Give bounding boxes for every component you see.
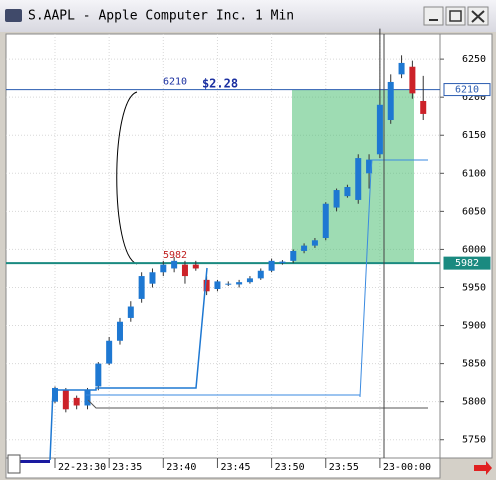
- indicator-line: [86, 159, 428, 398]
- candle-body: [181, 264, 188, 277]
- y-tick-label: 6050: [462, 206, 486, 217]
- y-tick-label: 6200: [462, 92, 486, 103]
- candle-body: [52, 387, 58, 402]
- candle-body: [257, 270, 264, 279]
- x-tick-label: 23:35: [112, 462, 142, 473]
- candle-body: [420, 100, 427, 114]
- price-box: [443, 256, 491, 270]
- y-tick-label: 6250: [462, 54, 486, 65]
- candle-body: [366, 159, 373, 174]
- price-line-label: 5982: [163, 250, 187, 261]
- candle-body: [106, 340, 113, 364]
- candle-body: [301, 245, 308, 251]
- annotation: $2.28: [202, 77, 238, 91]
- price-line-label: 6210: [163, 77, 187, 88]
- x-tick-label: 23:40: [166, 462, 196, 473]
- time-axis: [5, 457, 441, 479]
- candle-body: [127, 306, 134, 318]
- candle-body: [290, 250, 297, 261]
- y-tick-label: 6000: [462, 244, 486, 255]
- candle-body: [387, 81, 394, 121]
- x-tick-label: 23-00:00: [383, 462, 431, 473]
- scroll-box[interactable]: [7, 454, 21, 474]
- price-box: [443, 83, 491, 97]
- app-icon: [5, 9, 22, 22]
- candle-body: [138, 276, 145, 299]
- window-buttons[interactable]: [423, 6, 489, 26]
- highlight-zone: [292, 89, 414, 264]
- maximize-button[interactable]: [445, 6, 466, 26]
- x-tick-label: 23:50: [275, 462, 305, 473]
- title-bar: [0, 0, 496, 32]
- candle-body: [62, 390, 69, 410]
- x-tick-label: 23:45: [220, 462, 250, 473]
- candle-body: [268, 260, 275, 271]
- y-tick-label: 5800: [462, 397, 486, 408]
- candle-body: [344, 187, 351, 197]
- price-box-label: 5982: [455, 258, 479, 269]
- scroll-arrow[interactable]: [474, 461, 492, 475]
- x-tick-label: 22-23:30: [58, 462, 106, 473]
- candle-body: [192, 264, 199, 269]
- price-axis: [439, 33, 493, 459]
- candle-body: [311, 240, 318, 246]
- y-tick-label: 5850: [462, 359, 486, 370]
- candle-body: [214, 281, 221, 290]
- candle-body: [160, 264, 167, 273]
- candle-body: [84, 390, 91, 406]
- price-box-label: 6210: [455, 85, 479, 96]
- candle-body: [116, 321, 123, 341]
- candle-body: [149, 272, 156, 284]
- candle-body: [355, 158, 362, 200]
- candle-body: [409, 66, 416, 94]
- candle-body: [236, 282, 243, 285]
- indicator-line: [49, 267, 208, 461]
- y-tick-label: 5900: [462, 321, 486, 332]
- candle-body: [279, 261, 286, 264]
- y-tick-label: 6150: [462, 130, 486, 141]
- candle-body: [171, 260, 178, 269]
- measure-arc: [116, 91, 138, 265]
- scroll-bar: [20, 460, 50, 463]
- candle-body: [225, 283, 232, 285]
- candle-body: [376, 104, 383, 155]
- minimize-button[interactable]: [423, 6, 444, 26]
- candle-body: [333, 190, 340, 208]
- candle-body: [322, 203, 329, 239]
- candle-body: [73, 397, 80, 406]
- indicator-line: [87, 399, 428, 409]
- x-tick-label: 23:55: [329, 462, 359, 473]
- window-title: S.AAPL - Apple Computer Inc. 1 Min: [28, 9, 294, 24]
- y-tick-label: 6100: [462, 168, 486, 179]
- candle-body: [398, 62, 405, 75]
- y-tick-label: 5750: [462, 435, 486, 446]
- candle-body: [203, 279, 210, 292]
- y-tick-label: 5950: [462, 282, 486, 293]
- candle-body: [95, 363, 102, 387]
- candle-body: [246, 278, 253, 283]
